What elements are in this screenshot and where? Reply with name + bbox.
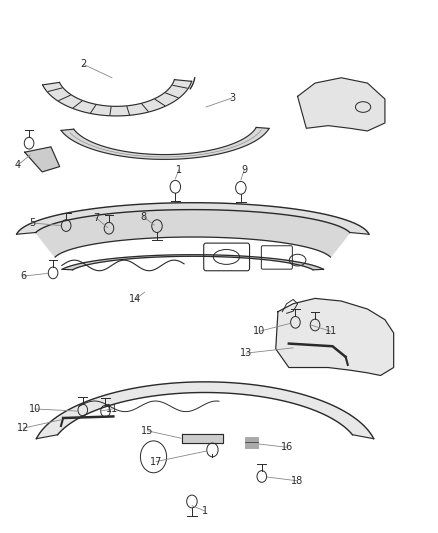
- Text: 8: 8: [140, 212, 146, 222]
- Text: 5: 5: [29, 218, 35, 228]
- Polygon shape: [297, 78, 385, 131]
- Polygon shape: [17, 203, 369, 234]
- Polygon shape: [276, 298, 394, 375]
- Text: 2: 2: [81, 60, 87, 69]
- Text: 11: 11: [325, 326, 337, 336]
- Polygon shape: [182, 434, 223, 443]
- Text: 9: 9: [241, 165, 247, 175]
- Polygon shape: [36, 209, 350, 257]
- Text: 10: 10: [253, 326, 265, 336]
- Text: 17: 17: [150, 457, 162, 466]
- Text: 3: 3: [229, 93, 235, 103]
- Polygon shape: [42, 79, 192, 116]
- Polygon shape: [61, 127, 269, 159]
- Text: 14: 14: [129, 294, 141, 304]
- Text: 4: 4: [14, 160, 20, 171]
- Text: 16: 16: [281, 442, 293, 452]
- Text: 7: 7: [93, 213, 99, 223]
- Bar: [245, 437, 258, 448]
- Text: 1: 1: [176, 165, 182, 175]
- Polygon shape: [36, 382, 374, 439]
- Text: 13: 13: [240, 348, 252, 358]
- Text: 15: 15: [141, 426, 154, 436]
- Text: 10: 10: [28, 404, 41, 414]
- Polygon shape: [25, 147, 60, 172]
- Text: 18: 18: [290, 476, 303, 486]
- Text: 11: 11: [106, 404, 119, 414]
- Text: 6: 6: [20, 271, 26, 281]
- Text: 1: 1: [202, 506, 208, 516]
- Polygon shape: [62, 255, 324, 270]
- Text: 12: 12: [17, 423, 30, 433]
